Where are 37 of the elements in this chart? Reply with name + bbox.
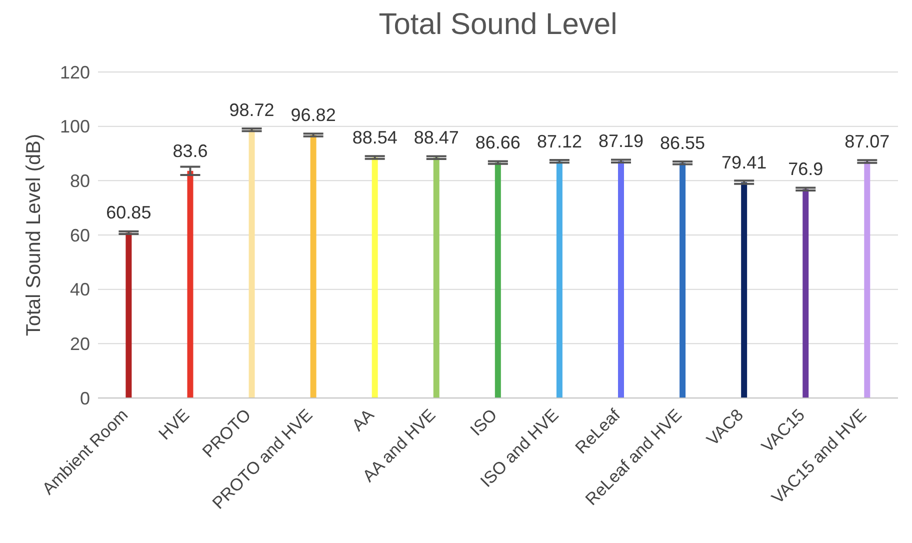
bar bbox=[126, 232, 132, 398]
y-tick-label: 0 bbox=[80, 388, 90, 408]
y-tick-label: 40 bbox=[70, 280, 90, 300]
data-label: 88.54 bbox=[352, 127, 398, 148]
data-label: 86.55 bbox=[660, 132, 706, 153]
data-label: 87.19 bbox=[598, 131, 644, 152]
y-tick-label: 100 bbox=[60, 116, 90, 137]
data-label: 79.41 bbox=[722, 152, 767, 172]
data-label: 87.12 bbox=[536, 131, 582, 152]
bar bbox=[187, 170, 194, 398]
data-label: 76.9 bbox=[788, 159, 824, 180]
x-tick-label: AA bbox=[348, 404, 378, 435]
x-tick-label: ISO bbox=[466, 405, 501, 440]
bar bbox=[802, 189, 809, 398]
data-label: 86.66 bbox=[475, 132, 520, 153]
data-label: 83.6 bbox=[172, 140, 208, 161]
y-axis-title: Total Sound Level (dB) bbox=[23, 134, 46, 336]
data-label: 60.85 bbox=[106, 202, 152, 223]
data-label: 88.47 bbox=[414, 128, 459, 148]
bar bbox=[556, 161, 562, 398]
y-tick-label: 60 bbox=[70, 225, 90, 246]
y-tick-label: 120 bbox=[60, 62, 90, 82]
y-tick-label: 20 bbox=[70, 334, 90, 354]
bar bbox=[618, 161, 624, 398]
y-tick-label: 80 bbox=[70, 171, 90, 192]
bar bbox=[864, 161, 870, 398]
bar bbox=[372, 157, 378, 398]
bar bbox=[248, 130, 255, 398]
bar bbox=[494, 162, 501, 398]
chart-title: Total Sound Level bbox=[378, 8, 618, 43]
bar bbox=[680, 162, 686, 398]
bar bbox=[433, 158, 440, 398]
bar bbox=[741, 182, 748, 398]
data-label: 87.07 bbox=[844, 131, 890, 152]
data-label: 98.72 bbox=[229, 100, 274, 120]
data-label: 96.82 bbox=[290, 104, 336, 125]
bar bbox=[310, 134, 316, 398]
